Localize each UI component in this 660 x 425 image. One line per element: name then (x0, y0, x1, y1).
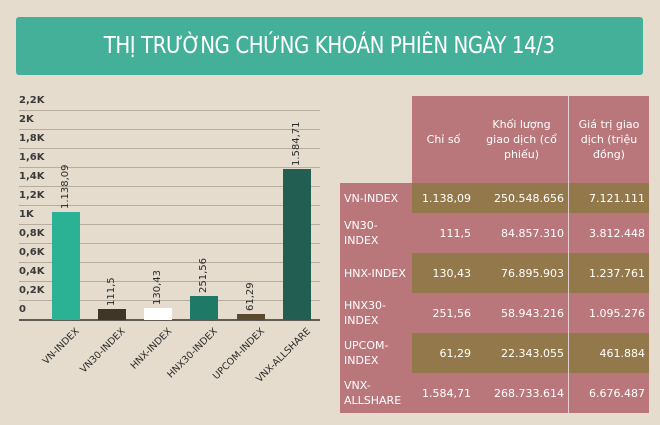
title-banner: THỊ TRƯỜNG CHỨNG KHOÁN PHIÊN NGÀY 14/3 (16, 17, 643, 75)
gridline (19, 281, 320, 282)
row-index: 130,43 (412, 253, 475, 293)
gridline (19, 205, 320, 206)
row-name: VN-INDEX (340, 183, 412, 213)
row-volume: 268.733.614 (475, 373, 569, 413)
y-tick-label: 0,8K (19, 228, 45, 239)
row-value: 7.121.111 (568, 183, 649, 213)
row-name: UPCOM-INDEX (340, 333, 412, 373)
y-tick-label: 1K (19, 209, 34, 220)
gridline (19, 262, 320, 263)
table-row: VN-INDEX 1.138,09 250.548.656 7.121.111 (340, 183, 649, 213)
row-value: 1.095.276 (568, 293, 649, 333)
row-value: 6.676.487 (568, 373, 649, 413)
y-tick-label: 0,6K (19, 247, 45, 258)
x-axis-line (19, 319, 320, 321)
y-tick-label: 2K (19, 114, 34, 125)
row-volume: 58.943.216 (475, 293, 569, 333)
row-volume: 84.857.310 (475, 213, 569, 253)
table-row: HNX30-INDEX 251,56 58.943.216 1.095.276 (340, 293, 649, 333)
bar-vn30-index (98, 309, 126, 320)
y-tick-label: 1,6K (19, 152, 45, 163)
gridline (19, 300, 320, 301)
gridline (19, 186, 320, 187)
bar-value-label: 61,29 (245, 282, 256, 311)
bar-chart: 0 0,2K 0,4K 0,6K 0,8K 1K 1,2K 1,4K 1,6K 1,8K 2K 2,2… (0, 90, 330, 425)
table-header-empty (340, 96, 412, 183)
table-header-row: Chỉ số Khối lượng giao dịch (cổ phiếu) G… (340, 96, 649, 183)
table-row: VN30-INDEX 111,5 84.857.310 3.812.448 (340, 213, 649, 253)
row-index: 251,56 (412, 293, 475, 333)
row-value: 461.884 (568, 333, 649, 373)
market-data-table: Chỉ số Khối lượng giao dịch (cổ phiếu) G… (340, 96, 649, 413)
gridline (19, 148, 320, 149)
row-volume: 22.343.055 (475, 333, 569, 373)
gridline (19, 243, 320, 244)
y-tick-label: 0,2K (19, 285, 45, 296)
x-tick-label: VN-INDEX (40, 326, 82, 367)
row-index: 61,29 (412, 333, 475, 373)
y-tick-label: 0 (19, 304, 26, 315)
bar-upcom-index (237, 314, 265, 320)
y-tick-label: 1,2K (19, 190, 45, 201)
bar-vn-index (52, 212, 80, 320)
gridline (19, 129, 320, 130)
row-index: 1.138,09 (412, 183, 475, 213)
gridline (19, 167, 320, 168)
row-volume: 250.548.656 (475, 183, 569, 213)
bar-vnx-allshare (283, 169, 311, 320)
bar-value-label: 251,56 (198, 258, 209, 293)
row-name: HNX30-INDEX (340, 293, 412, 333)
table-row: UPCOM-INDEX 61,29 22.343.055 461.884 (340, 333, 649, 373)
y-tick-label: 2,2K (19, 95, 45, 106)
y-tick-label: 1,4K (19, 171, 45, 182)
page-title: THỊ TRƯỜNG CHỨNG KHOÁN PHIÊN NGÀY 14/3 (104, 33, 555, 59)
row-index: 111,5 (412, 213, 475, 253)
table-row: HNX-INDEX 130,43 76.895.903 1.237.761 (340, 253, 649, 293)
bar-value-label: 1.138,09 (60, 164, 71, 209)
row-volume: 76.895.903 (475, 253, 569, 293)
row-name: VNX-ALLSHARE (340, 373, 412, 413)
bar-value-label: 1.584,71 (291, 121, 302, 166)
row-value: 1.237.761 (568, 253, 649, 293)
table-row: VNX-ALLSHARE 1.584,71 268.733.614 6.676.487 (340, 373, 649, 413)
bar-hnx-index (144, 308, 172, 320)
table-header-value: Giá trị giao dịch (triệu đồng) (568, 96, 649, 183)
row-value: 3.812.448 (568, 213, 649, 253)
x-tick-label: VN30-INDEX (78, 326, 128, 376)
x-tick-label: HNX-INDEX (128, 326, 174, 372)
row-name: VN30-INDEX (340, 213, 412, 253)
table-header-index: Chỉ số (412, 96, 475, 183)
y-tick-label: 1,8K (19, 133, 45, 144)
gridline (19, 224, 320, 225)
table-header-volume: Khối lượng giao dịch (cổ phiếu) (475, 96, 569, 183)
bar-value-label: 111,5 (106, 277, 117, 306)
row-name: HNX-INDEX (340, 253, 412, 293)
gridline (19, 110, 320, 111)
bar-hnx30-index (190, 296, 218, 320)
y-tick-label: 0,4K (19, 266, 45, 277)
bar-value-label: 130,43 (152, 270, 163, 305)
row-index: 1.584,71 (412, 373, 475, 413)
